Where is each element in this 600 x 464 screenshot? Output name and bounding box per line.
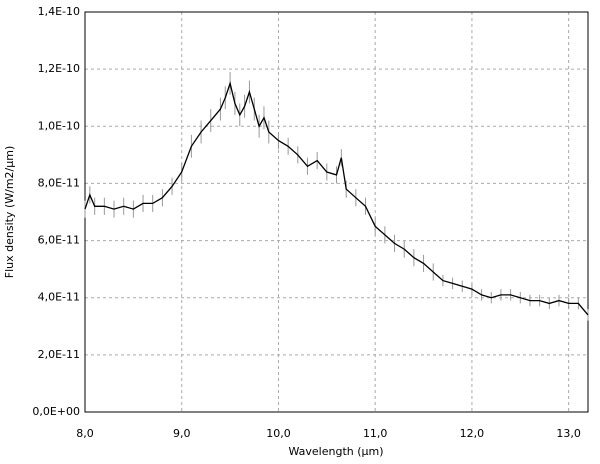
y-tick-label: 0,0E+00 xyxy=(32,405,80,418)
x-tick-label: 9,0 xyxy=(173,427,191,440)
y-tick-label: 1,2E-10 xyxy=(38,62,80,75)
x-tick-label: 12,0 xyxy=(460,427,485,440)
y-tick-label: 8,0E-11 xyxy=(38,176,80,189)
x-tick-label: 8,0 xyxy=(76,427,94,440)
x-tick-label: 13,0 xyxy=(556,427,581,440)
data-line xyxy=(84,81,589,316)
y-tick-label: 4,0E-11 xyxy=(38,291,80,304)
x-tick-label: 11,0 xyxy=(363,427,388,440)
y-tick-label: 6,0E-11 xyxy=(38,234,80,247)
plot-frame xyxy=(84,11,589,413)
x-tick-label: 10,0 xyxy=(266,427,291,440)
y-tick-label: 1,0E-10 xyxy=(38,119,80,132)
y-tick-label: 1,4E-10 xyxy=(38,5,80,18)
x-axis-label: Wavelength (µm) xyxy=(288,445,383,458)
y-axis-label: Flux density (W/m2/µm) xyxy=(3,146,16,279)
y-tick-label: 2,0E-11 xyxy=(38,348,80,361)
